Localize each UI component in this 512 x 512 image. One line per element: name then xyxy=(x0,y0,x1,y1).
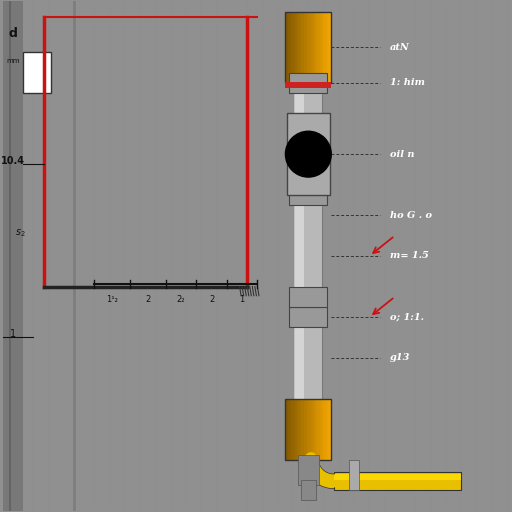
Text: g13: g13 xyxy=(390,353,410,362)
Bar xyxy=(327,12,329,83)
Bar xyxy=(294,12,297,83)
Text: 2: 2 xyxy=(209,295,214,304)
Bar xyxy=(327,398,329,460)
Bar xyxy=(334,474,461,480)
Text: d: d xyxy=(9,27,17,40)
Bar xyxy=(289,73,328,93)
Text: oil n: oil n xyxy=(390,150,414,159)
Text: mm: mm xyxy=(6,57,20,63)
Text: $s_2$: $s_2$ xyxy=(15,228,26,240)
Bar xyxy=(294,83,323,175)
Bar xyxy=(325,398,327,460)
Bar xyxy=(294,317,304,398)
Bar xyxy=(315,398,317,460)
Bar xyxy=(294,195,323,297)
Bar xyxy=(289,185,328,205)
Bar xyxy=(292,398,294,460)
Bar xyxy=(294,398,297,460)
Bar xyxy=(313,12,315,83)
Bar xyxy=(294,317,323,398)
Bar xyxy=(306,12,308,83)
Bar xyxy=(349,460,359,490)
Text: 1: him: 1: him xyxy=(390,78,425,88)
Bar xyxy=(315,12,317,83)
Bar xyxy=(297,12,299,83)
Bar xyxy=(299,398,302,460)
Bar xyxy=(290,398,292,460)
Bar xyxy=(285,12,288,83)
Bar xyxy=(308,12,311,83)
Bar xyxy=(289,287,328,307)
Bar xyxy=(306,398,308,460)
Text: ho G . o: ho G . o xyxy=(390,211,432,220)
Bar xyxy=(304,398,306,460)
Bar xyxy=(297,398,299,460)
Bar xyxy=(322,12,325,83)
Bar xyxy=(285,12,331,83)
Bar xyxy=(317,12,320,83)
Bar xyxy=(288,12,290,83)
Bar xyxy=(23,52,51,93)
Text: m= 1.5: m= 1.5 xyxy=(390,251,429,261)
Bar xyxy=(320,12,322,83)
Text: 2₂: 2₂ xyxy=(177,295,185,304)
Bar xyxy=(313,398,315,460)
Bar xyxy=(322,398,325,460)
Bar xyxy=(302,398,304,460)
Bar xyxy=(311,398,313,460)
Bar xyxy=(289,307,328,327)
Bar xyxy=(317,398,320,460)
Bar xyxy=(288,398,290,460)
Bar xyxy=(294,195,304,297)
Text: 1: 1 xyxy=(10,329,16,339)
Text: atN: atN xyxy=(390,42,410,52)
Bar xyxy=(294,83,304,175)
Bar xyxy=(304,12,306,83)
Bar xyxy=(285,398,331,460)
Bar xyxy=(320,398,322,460)
Bar xyxy=(308,398,311,460)
Bar xyxy=(292,12,294,83)
Text: 2: 2 xyxy=(145,295,151,304)
Bar xyxy=(287,114,330,195)
Bar xyxy=(298,455,318,485)
Text: 10.4: 10.4 xyxy=(1,156,25,166)
Text: 1¹₂: 1¹₂ xyxy=(106,295,118,304)
Bar xyxy=(289,164,328,185)
Bar xyxy=(301,480,316,500)
Bar xyxy=(325,12,327,83)
Bar xyxy=(285,82,331,88)
Bar xyxy=(302,12,304,83)
Bar xyxy=(299,12,302,83)
Circle shape xyxy=(285,131,331,177)
Bar xyxy=(285,398,288,460)
Text: o; 1:1.: o; 1:1. xyxy=(390,313,424,322)
Text: 1: 1 xyxy=(240,295,245,304)
Bar xyxy=(334,473,461,490)
Bar xyxy=(329,12,331,83)
Bar xyxy=(290,12,292,83)
Bar xyxy=(329,398,331,460)
Bar xyxy=(3,2,23,510)
Bar xyxy=(311,12,313,83)
